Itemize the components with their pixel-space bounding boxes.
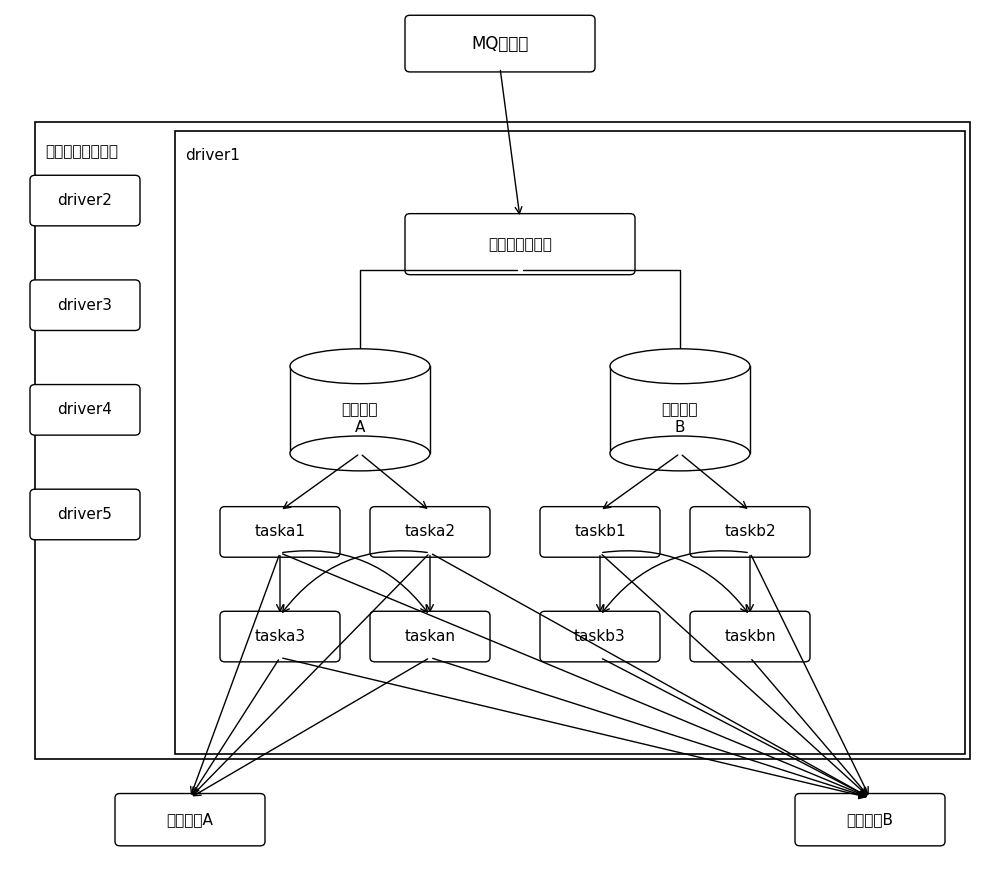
FancyBboxPatch shape xyxy=(690,507,810,557)
Text: 系统应用A: 系统应用A xyxy=(167,812,213,828)
Ellipse shape xyxy=(610,349,750,384)
Text: 缓存队列
A: 缓存队列 A xyxy=(342,402,378,435)
Text: driver5: driver5 xyxy=(58,507,112,522)
Ellipse shape xyxy=(610,436,750,471)
Ellipse shape xyxy=(290,436,430,471)
Ellipse shape xyxy=(290,349,430,384)
FancyBboxPatch shape xyxy=(540,611,660,662)
FancyBboxPatch shape xyxy=(175,131,965,754)
Text: 缓存队列
B: 缓存队列 B xyxy=(662,402,698,435)
FancyBboxPatch shape xyxy=(405,214,635,275)
Polygon shape xyxy=(290,366,430,453)
FancyBboxPatch shape xyxy=(30,280,140,330)
FancyBboxPatch shape xyxy=(795,794,945,846)
FancyBboxPatch shape xyxy=(220,507,340,557)
Text: driver1: driver1 xyxy=(185,148,240,163)
FancyBboxPatch shape xyxy=(30,489,140,540)
Text: driver2: driver2 xyxy=(58,193,112,208)
Text: taskbn: taskbn xyxy=(724,629,776,644)
Text: taska3: taska3 xyxy=(254,629,306,644)
Text: taskb1: taskb1 xyxy=(574,524,626,540)
FancyBboxPatch shape xyxy=(540,507,660,557)
Text: taska1: taska1 xyxy=(254,524,306,540)
Text: 缓存队列管理器: 缓存队列管理器 xyxy=(488,236,552,252)
FancyBboxPatch shape xyxy=(35,122,970,759)
Polygon shape xyxy=(610,366,750,453)
FancyBboxPatch shape xyxy=(405,16,595,72)
FancyBboxPatch shape xyxy=(370,507,490,557)
FancyBboxPatch shape xyxy=(370,611,490,662)
FancyBboxPatch shape xyxy=(30,175,140,226)
Text: driver3: driver3 xyxy=(58,297,112,313)
Text: taskb2: taskb2 xyxy=(724,524,776,540)
Text: taska2: taska2 xyxy=(404,524,456,540)
FancyBboxPatch shape xyxy=(30,385,140,435)
Text: MQ消息源: MQ消息源 xyxy=(471,35,529,52)
Text: 系统应用B: 系统应用B xyxy=(846,812,894,828)
Text: taskb3: taskb3 xyxy=(574,629,626,644)
FancyBboxPatch shape xyxy=(690,611,810,662)
Text: taskan: taskan xyxy=(404,629,456,644)
Text: 消息解析分发应用: 消息解析分发应用 xyxy=(45,144,118,159)
FancyBboxPatch shape xyxy=(115,794,265,846)
Text: driver4: driver4 xyxy=(58,402,112,418)
FancyBboxPatch shape xyxy=(220,611,340,662)
